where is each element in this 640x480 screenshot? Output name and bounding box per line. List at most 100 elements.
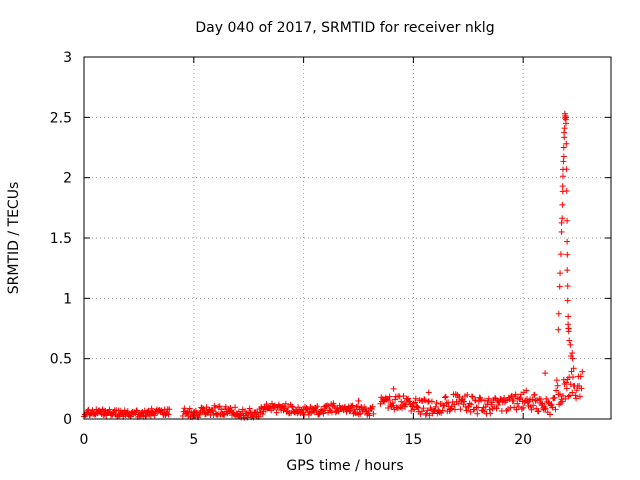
- data-point: [432, 403, 439, 410]
- data-point: [232, 404, 239, 411]
- data-point: [414, 403, 421, 410]
- data-points: [81, 110, 586, 421]
- data-point: [347, 407, 354, 414]
- data-point: [468, 401, 475, 408]
- data-point: [472, 397, 479, 404]
- data-point: [487, 410, 494, 417]
- data-point: [201, 407, 208, 414]
- data-point: [218, 406, 225, 413]
- y-tick-label: 2.5: [50, 110, 72, 126]
- data-point: [549, 404, 556, 411]
- data-point: [566, 337, 573, 344]
- data-point: [412, 399, 419, 406]
- x-tick-labels: 0 5 10 15 20: [80, 432, 533, 448]
- data-point: [515, 403, 522, 410]
- data-point: [424, 407, 431, 414]
- data-point: [289, 404, 296, 411]
- data-point: [557, 270, 564, 277]
- data-point: [273, 409, 280, 416]
- data-point: [479, 407, 486, 414]
- data-point: [405, 398, 412, 405]
- data-point: [426, 412, 433, 419]
- data-point: [559, 398, 566, 405]
- data-point: [420, 405, 427, 412]
- data-point: [542, 405, 549, 412]
- data-point: [212, 404, 219, 411]
- data-point: [495, 401, 502, 408]
- data-point: [565, 328, 572, 335]
- data-point: [209, 407, 216, 414]
- data-point: [142, 412, 149, 419]
- data-point: [523, 387, 530, 394]
- data-point: [398, 398, 405, 405]
- data-point: [369, 403, 376, 410]
- data-point: [559, 201, 566, 208]
- data-point: [564, 238, 571, 245]
- data-point: [561, 125, 568, 132]
- data-point: [563, 166, 570, 173]
- data-point: [564, 251, 571, 258]
- data-point: [560, 153, 567, 160]
- data-point: [474, 410, 481, 417]
- data-point: [516, 396, 523, 403]
- data-point: [411, 406, 418, 413]
- y-tick-labels: 0 0.5 1 1.5 2 2.5 3: [50, 50, 72, 428]
- data-point: [456, 394, 463, 401]
- data-point: [303, 405, 310, 412]
- x-tick-label: 5: [189, 432, 198, 448]
- ticks: [83, 56, 611, 420]
- data-point: [258, 404, 265, 411]
- data-point: [537, 396, 544, 403]
- data-point: [346, 408, 353, 415]
- data-point: [124, 408, 131, 415]
- data-point: [216, 403, 223, 410]
- x-tick-label: 15: [404, 432, 422, 448]
- y-tick-label: 1: [63, 291, 72, 307]
- data-point: [567, 381, 574, 388]
- data-point: [222, 403, 229, 410]
- data-point: [578, 385, 585, 392]
- data-point: [558, 228, 565, 235]
- data-point: [343, 408, 350, 415]
- data-point: [561, 129, 568, 136]
- data-point: [563, 187, 570, 194]
- data-point: [408, 407, 415, 414]
- data-point: [209, 408, 216, 415]
- data-point: [370, 410, 377, 417]
- data-point: [538, 401, 545, 408]
- data-point: [390, 402, 397, 409]
- data-point: [485, 395, 492, 402]
- data-point: [439, 407, 446, 414]
- data-point: [559, 173, 566, 180]
- data-point: [486, 406, 493, 413]
- data-point: [564, 267, 571, 274]
- data-point: [221, 411, 228, 418]
- data-point: [151, 412, 158, 419]
- data-point: [551, 394, 558, 401]
- x-tick-label: 0: [80, 432, 89, 448]
- data-point: [254, 409, 261, 416]
- data-point: [547, 411, 554, 418]
- data-point: [355, 397, 362, 404]
- data-point: [563, 379, 570, 386]
- data-point: [441, 394, 448, 401]
- data-point: [423, 410, 430, 417]
- data-point: [556, 391, 563, 398]
- data-point: [84, 407, 91, 414]
- data-point: [457, 406, 464, 413]
- data-point: [554, 382, 561, 389]
- data-point: [422, 397, 429, 404]
- data-point: [565, 313, 572, 320]
- data-point: [579, 368, 586, 375]
- data-point: [385, 405, 392, 412]
- x-tick-label: 10: [295, 432, 313, 448]
- data-point: [196, 410, 203, 417]
- data-point: [573, 387, 580, 394]
- data-point: [166, 406, 173, 413]
- data-point: [304, 405, 311, 412]
- grid: [84, 57, 611, 419]
- data-point: [563, 140, 570, 147]
- data-point: [386, 393, 393, 400]
- y-tick-label: 0.5: [50, 352, 72, 368]
